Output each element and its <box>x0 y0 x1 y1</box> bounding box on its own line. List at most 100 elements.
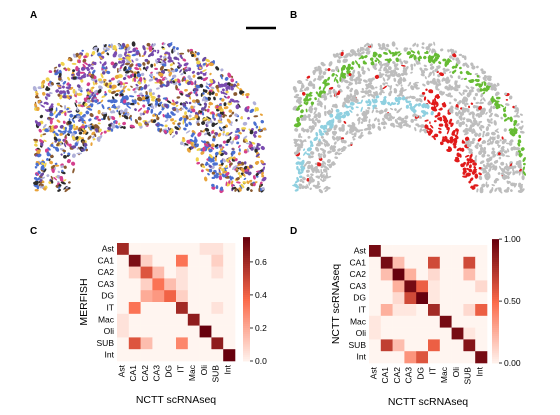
cell-dot <box>452 57 455 61</box>
cell-dot <box>322 63 326 67</box>
cell-dot <box>60 124 64 129</box>
cell-dot <box>417 103 422 107</box>
heatmap-cell <box>140 313 153 326</box>
cell-dot <box>301 185 305 189</box>
heatmap-cell <box>164 254 177 267</box>
cell-dot <box>419 94 425 98</box>
cell-dot <box>322 85 326 91</box>
colorbar-segment <box>492 274 499 277</box>
colorbar-segment <box>243 319 250 323</box>
cell-dot <box>477 88 480 93</box>
cell-dot <box>469 124 473 130</box>
cell-dot <box>461 164 465 167</box>
cell-dot <box>123 115 129 120</box>
cell-dot <box>182 58 187 62</box>
cell-dot <box>178 82 182 86</box>
cell-dot <box>481 70 487 75</box>
cell-dot <box>223 95 227 99</box>
cell-dot <box>41 82 44 89</box>
heatmap-cell <box>211 313 224 326</box>
spatial-map-b <box>292 41 526 194</box>
cell-dot <box>338 115 342 119</box>
cell-dot <box>478 83 483 88</box>
cell-dot <box>46 151 50 157</box>
cell-dot <box>94 80 98 83</box>
cell-dot <box>300 136 303 138</box>
cell-dot <box>34 120 39 125</box>
cell-dot <box>358 56 364 60</box>
cell-dot <box>430 124 434 129</box>
cell-dot <box>500 145 505 150</box>
cell-dot <box>357 64 361 68</box>
cell-dot <box>119 84 123 88</box>
cell-dot <box>125 43 130 48</box>
heatmap-cell <box>176 278 189 291</box>
colorbar-segment <box>492 253 499 257</box>
cell-dot <box>223 106 229 110</box>
heatmap-cell <box>211 349 224 362</box>
cell-dot <box>191 70 195 74</box>
cell-dot <box>199 110 203 114</box>
cell-dot <box>263 127 267 131</box>
cell-dot <box>324 127 328 130</box>
cell-dot <box>460 107 463 110</box>
colorbar-segment <box>243 352 250 356</box>
heatmap-cell <box>428 245 441 258</box>
cell-dot <box>408 95 412 99</box>
colorbar-segment <box>243 247 250 250</box>
heatmap-cell <box>140 254 153 267</box>
cell-dot <box>359 46 362 53</box>
col-tick-label: DG <box>164 365 174 378</box>
cell-dot <box>80 104 84 108</box>
cell-dot <box>332 53 337 58</box>
cell-dot <box>211 176 216 180</box>
cell-dot <box>134 119 139 124</box>
heatmap-cell <box>416 268 429 281</box>
cell-dot <box>309 140 313 145</box>
cell-dot <box>490 118 493 121</box>
colorbar-segment <box>243 272 250 275</box>
cell-dot <box>211 183 215 188</box>
cell-dot <box>487 156 493 161</box>
heatmap-cell <box>223 313 236 326</box>
cell-dot <box>218 144 223 147</box>
cell-dot <box>310 175 314 180</box>
cell-dot <box>50 117 54 122</box>
cell-dot <box>61 85 65 89</box>
cell-dot <box>465 70 470 75</box>
colorbar-segment <box>492 243 499 246</box>
cell-dot <box>135 83 139 87</box>
cell-dot <box>450 105 454 110</box>
cell-dot <box>307 135 311 139</box>
cell-dot <box>337 59 341 64</box>
cell-dot <box>82 63 86 69</box>
cell-dot <box>428 71 433 77</box>
cell-dot <box>233 100 239 103</box>
cell-dot <box>375 109 379 113</box>
cell-dot <box>325 186 329 189</box>
heatmap-cell <box>176 302 189 315</box>
cell-dot <box>98 85 103 90</box>
cell-dot <box>196 60 201 65</box>
cell-dot <box>179 102 183 106</box>
cell-dot <box>166 100 172 104</box>
cell-dot <box>396 94 401 97</box>
cell-dot <box>372 53 377 58</box>
cell-dot <box>354 89 359 94</box>
cell-dot <box>403 47 408 52</box>
cell-dot <box>58 72 62 78</box>
cell-dot <box>204 108 207 112</box>
cell-dot <box>521 169 524 176</box>
cell-dot <box>432 107 436 112</box>
cell-dot <box>303 139 307 142</box>
col-tick-label: IT <box>175 365 185 373</box>
cell-dot <box>204 127 210 132</box>
cell-dot <box>482 77 487 82</box>
cell-dot <box>252 182 256 187</box>
cell-dot <box>187 75 191 79</box>
cell-dot <box>320 168 323 174</box>
cell-dot <box>65 139 68 145</box>
cell-dot <box>136 94 141 97</box>
cell-dot <box>300 109 304 114</box>
cell-dot <box>448 101 452 105</box>
